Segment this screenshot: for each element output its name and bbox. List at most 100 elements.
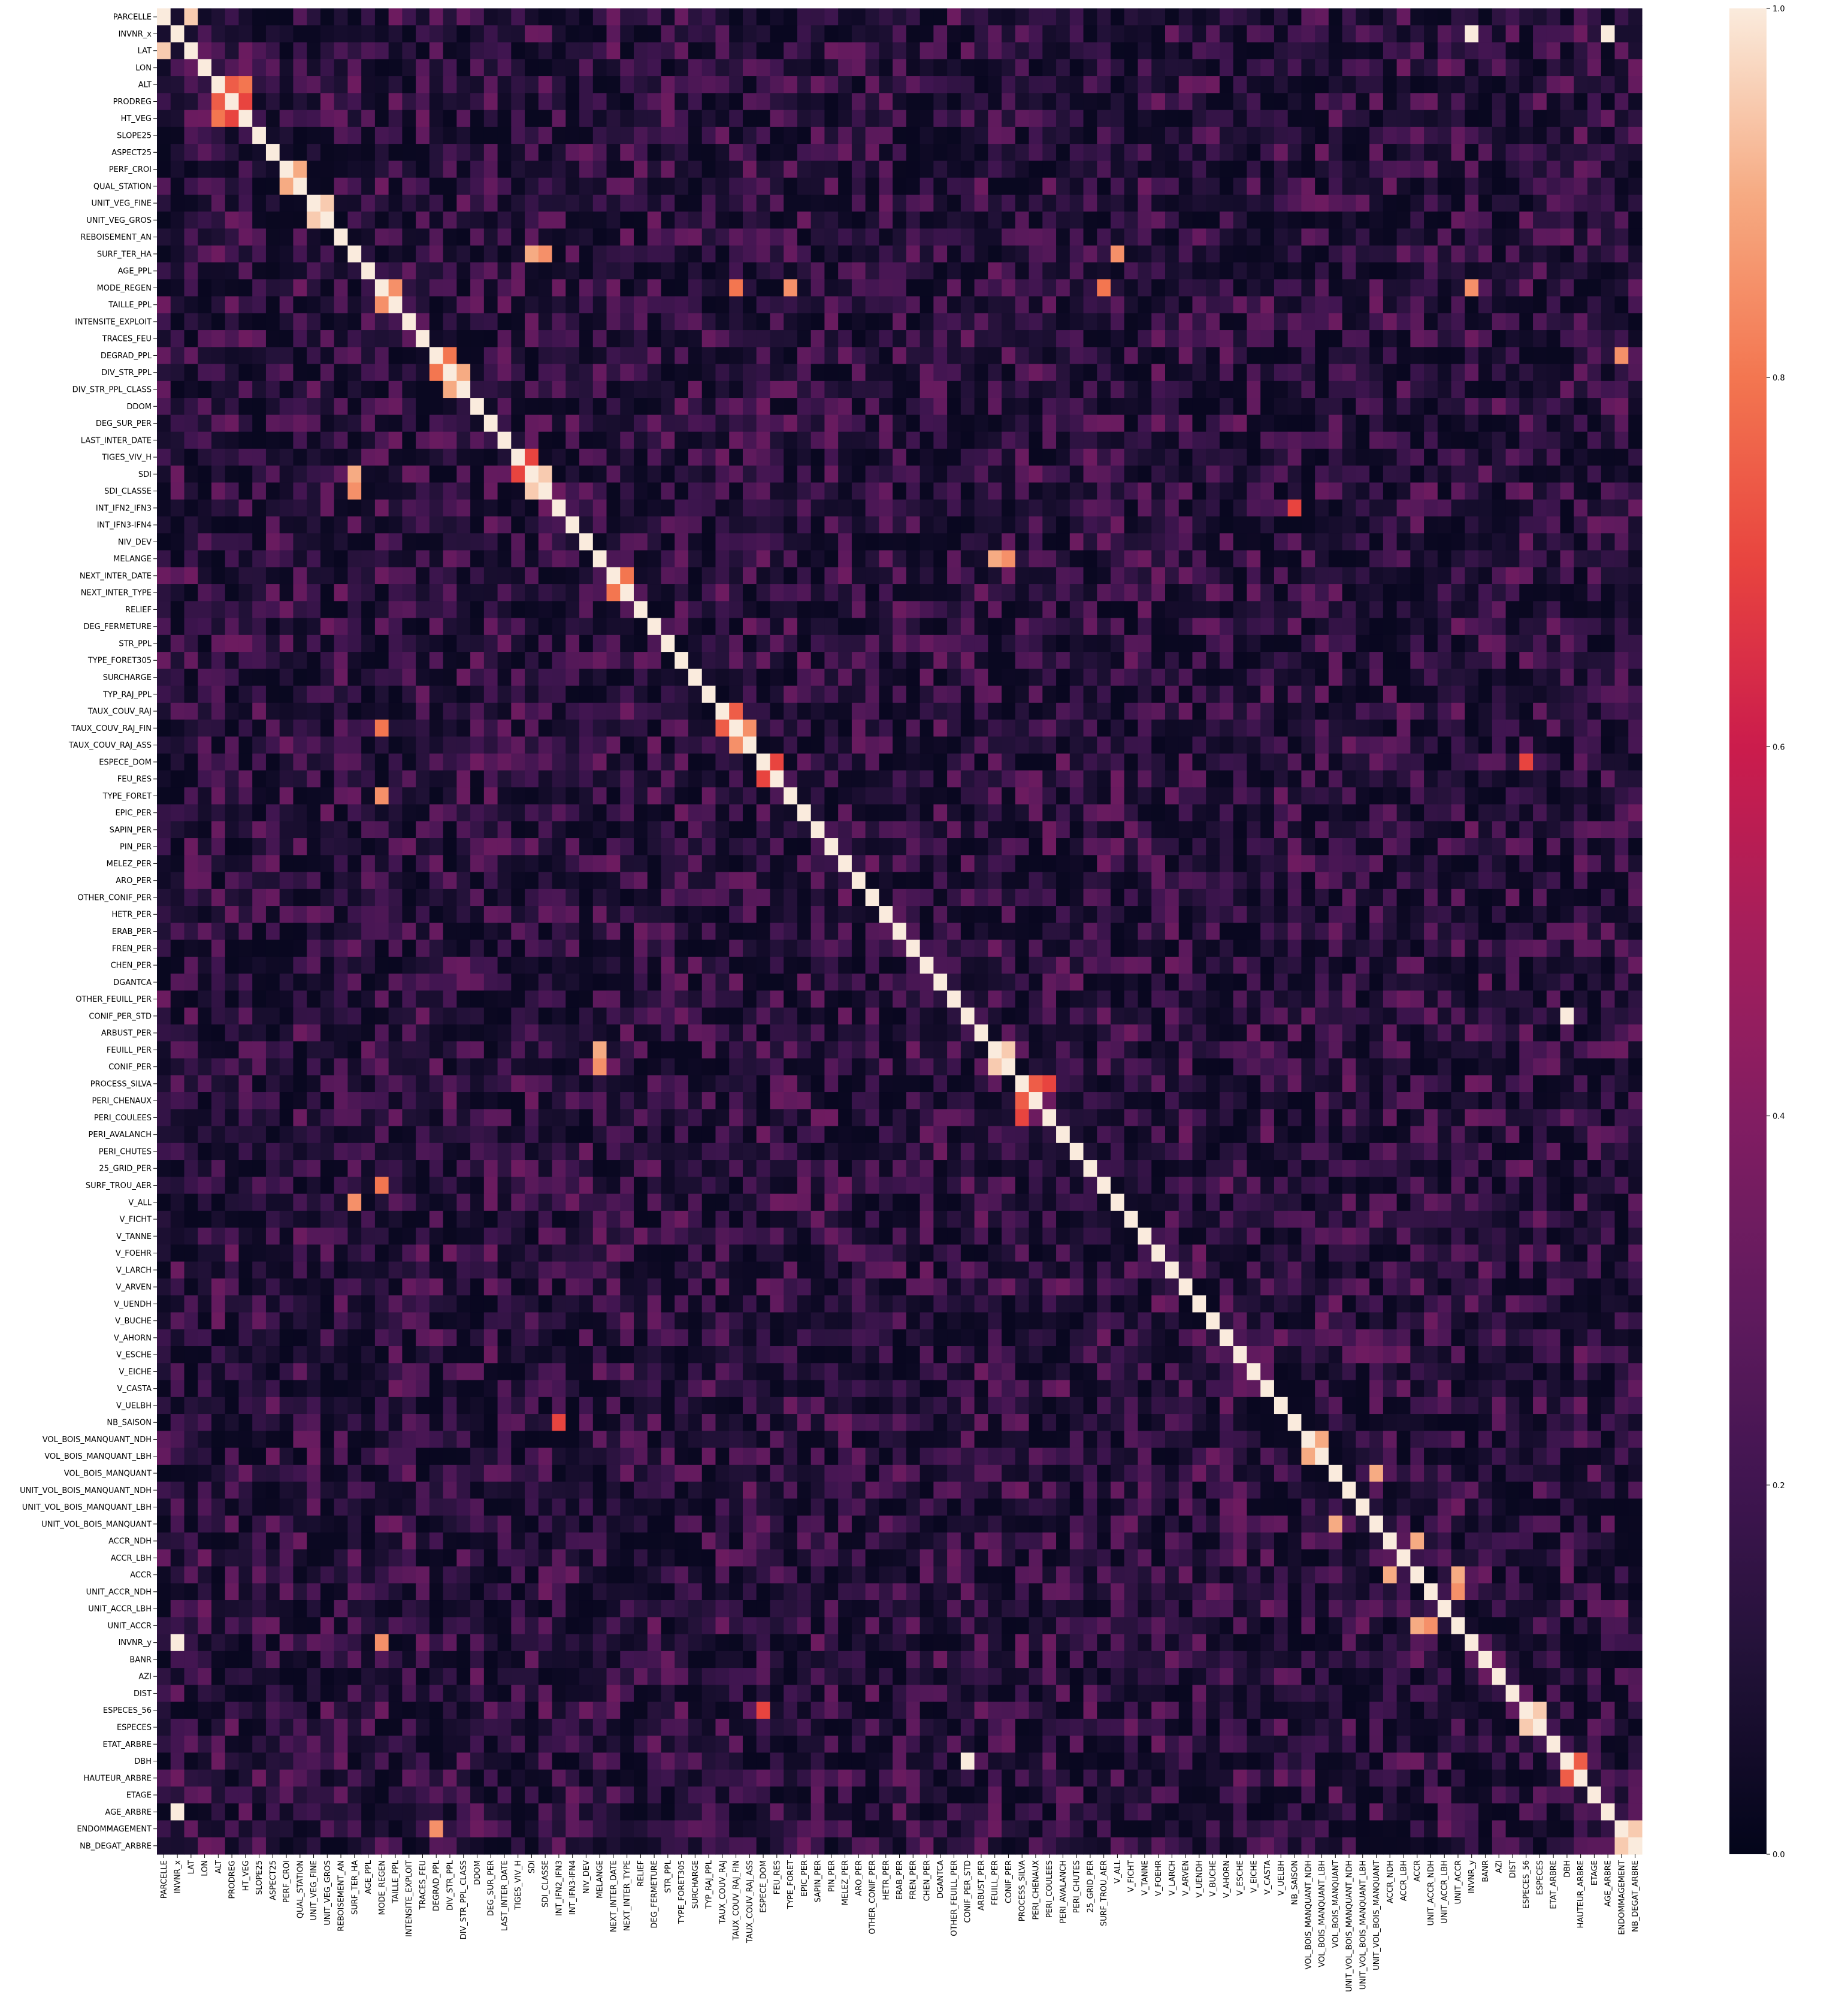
heatmap-cell: [238, 702, 253, 720]
heatmap-cell: [906, 330, 921, 347]
heatmap-cell: [620, 161, 634, 179]
heatmap-cell: [1328, 685, 1343, 703]
heatmap-cell: [429, 720, 444, 737]
heatmap-cell: [538, 720, 553, 737]
heatmap-cell: [1111, 533, 1125, 551]
heatmap-cell: [1151, 720, 1166, 737]
heatmap-cell: [238, 279, 253, 297]
heatmap-cell: [1465, 669, 1479, 687]
heatmap-cell: [1628, 262, 1643, 280]
heatmap-cell: [416, 448, 430, 466]
heatmap-cell: [402, 211, 416, 229]
heatmap-cell: [810, 194, 825, 212]
heatmap-cell: [1410, 567, 1424, 585]
heatmap-cell: [770, 76, 784, 93]
heatmap-cell: [770, 415, 784, 433]
heatmap-cell: [688, 25, 703, 43]
heatmap-cell: [1478, 685, 1493, 703]
heatmap-cell: [416, 161, 430, 179]
heatmap-cell: [1560, 652, 1574, 669]
heatmap-cell: [1574, 211, 1588, 229]
heatmap-cell: [552, 482, 566, 500]
heatmap-cell: [225, 262, 240, 280]
heatmap-cell: [770, 330, 784, 347]
heatmap-cell: [1192, 76, 1206, 93]
heatmap-cell: [634, 618, 648, 636]
heatmap-cell: [661, 144, 675, 161]
heatmap-cell: [1478, 736, 1493, 754]
heatmap-cell: [320, 669, 335, 687]
heatmap-cell: [1546, 415, 1561, 433]
heatmap-cell: [1519, 110, 1534, 128]
heatmap-cell: [1287, 685, 1302, 703]
heatmap-cell: [606, 347, 621, 365]
heatmap-cell: [1029, 550, 1043, 568]
heatmap-cell: [1601, 398, 1616, 415]
heatmap-cell: [361, 144, 376, 161]
heatmap-cell: [456, 347, 471, 365]
heatmap-cell: [1015, 110, 1030, 128]
heatmap-cell: [1247, 652, 1261, 669]
heatmap-cell: [198, 567, 212, 585]
heatmap-cell: [1533, 194, 1547, 212]
heatmap-cell: [1151, 211, 1166, 229]
heatmap-cell: [920, 194, 934, 212]
heatmap-cell: [1015, 76, 1030, 93]
heatmap-cell: [810, 720, 825, 737]
heatmap-cell: [1219, 161, 1234, 179]
heatmap-cell: [374, 398, 389, 415]
heatmap-cell: [701, 177, 716, 195]
heatmap-cell: [1192, 499, 1206, 517]
heatmap-cell: [579, 736, 594, 754]
heatmap-cell: [824, 634, 839, 652]
heatmap-cell: [279, 601, 294, 619]
heatmap-cell: [497, 736, 512, 754]
heatmap-cell: [688, 59, 703, 77]
heatmap-cell: [552, 567, 566, 585]
heatmap-cell: [893, 499, 907, 517]
heatmap-cell: [552, 398, 566, 415]
heatmap-cell: [225, 634, 240, 652]
heatmap-cell: [1437, 753, 1452, 771]
heatmap-cell: [416, 126, 430, 144]
heatmap-cell: [293, 380, 307, 398]
heatmap-cell: [1151, 177, 1166, 195]
heatmap-cell: [1587, 177, 1602, 195]
heatmap-cell: [742, 567, 757, 585]
heatmap-cell: [1560, 262, 1574, 280]
heatmap-cell: [1505, 347, 1520, 365]
heatmap-cell: [211, 652, 226, 669]
heatmap-cell: [1069, 296, 1084, 314]
heatmap-cell: [661, 296, 675, 314]
heatmap-cell: [347, 279, 362, 297]
heatmap-cell: [729, 736, 743, 754]
heatmap-cell: [1356, 42, 1370, 60]
heatmap-cell: [824, 8, 839, 26]
heatmap-cell: [579, 347, 594, 365]
heatmap-cell: [211, 482, 226, 500]
heatmap-cell: [307, 720, 321, 737]
heatmap-cell: [1492, 669, 1507, 687]
heatmap-cell: [511, 634, 525, 652]
heatmap-cell: [565, 685, 580, 703]
heatmap-cell: [688, 296, 703, 314]
heatmap-cell: [429, 279, 444, 297]
heatmap-cell: [265, 42, 280, 60]
heatmap-cell: [974, 618, 988, 636]
heatmap-cell: [1628, 753, 1643, 771]
heatmap-cell: [770, 42, 784, 60]
heatmap-cell: [1478, 702, 1493, 720]
heatmap-cell: [1206, 736, 1220, 754]
heatmap-cell: [1056, 228, 1070, 246]
heatmap-cell: [238, 211, 253, 229]
heatmap-cell: [851, 59, 866, 77]
heatmap-cell: [1029, 533, 1043, 551]
heatmap-cell: [1342, 144, 1356, 161]
heatmap-cell: [1601, 313, 1616, 331]
heatmap-cell: [770, 93, 784, 111]
heatmap-cell: [1233, 584, 1248, 602]
heatmap-cell: [1628, 448, 1643, 466]
heatmap-cell: [1206, 634, 1220, 652]
heatmap-cell: [579, 516, 594, 534]
heatmap-cell: [1042, 516, 1057, 534]
